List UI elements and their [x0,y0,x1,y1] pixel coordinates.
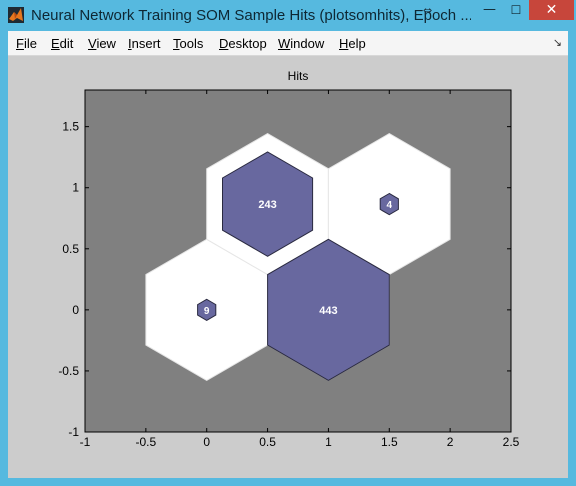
hit-hexagon [267,238,390,381]
chart-title: Hits [288,69,309,83]
y-tick-label: 1.5 [62,120,79,134]
menu-view-label: iew [96,36,116,51]
menu-desktop[interactable]: Desktop [219,36,267,51]
y-tick-label: 0 [72,303,79,317]
restore-arrows-icon: ⇔ [423,4,433,17]
x-tick-label: 1.5 [381,435,398,449]
menu-help[interactable]: Help [339,36,366,51]
dock-arrow-icon[interactable]: ↘ [552,36,562,49]
maximize-button[interactable]: ☐ [510,3,522,17]
menu-edit[interactable]: Edit [51,36,74,51]
close-button[interactable]: ✕ [529,0,574,20]
x-tick-label: 2 [447,435,454,449]
x-tick-label: 0.5 [259,435,276,449]
menu-view[interactable]: View [88,36,116,51]
tick-layer: -1 -0.5 0 0.5 1 1.5 2 2.5 -1 -0.5 0 0.5 1 1.5 [58,90,520,449]
x-tick-label: -0.5 [136,435,157,449]
y-tick-label: -1 [68,425,79,439]
matlab-icon [8,7,24,23]
y-tick-label: -0.5 [58,364,79,378]
hit-count-label: 243 [258,199,276,211]
y-tick-label: 0.5 [62,242,79,256]
menu-insert-label: nsert [131,36,161,51]
menu-window[interactable]: Window [278,36,325,51]
title-bar[interactable]: Neural Network Training SOM Sample Hits … [0,0,576,31]
menu-file-label: ile [23,36,37,51]
menu-insert[interactable]: Insert [128,36,161,51]
minimize-button[interactable]: — [483,2,496,17]
menu-desktop-label: esktop [228,36,267,51]
menu-edit-label: dit [59,36,74,51]
menu-help-label: elp [348,36,366,51]
hit-count-label: 4 [387,200,393,211]
axes-box [84,89,512,433]
menu-window-label: indow [290,36,325,51]
menu-tools[interactable]: Tools [173,36,204,51]
hit-count-label: 443 [319,305,337,317]
hit-count-label: 9 [204,306,210,317]
y-tick-label: 1 [72,181,79,195]
x-tick-label: 2.5 [503,435,520,449]
x-tick-label: 1 [325,435,332,449]
window-title: Neural Network Training SOM Sample Hits … [31,7,471,24]
menu-tools-label: ools [179,36,204,51]
hit-hexagon [222,151,314,257]
hexagon-layer: 9 443 243 4 [145,133,451,381]
hit-hexagon [379,192,399,216]
menu-bar: File Edit View Insert Tools Desktop Wind… [8,31,568,56]
x-tick-label: -1 [80,435,91,449]
menu-file[interactable]: File [16,36,37,51]
hit-hexagon [197,298,217,321]
x-tick-label: 0 [203,435,210,449]
